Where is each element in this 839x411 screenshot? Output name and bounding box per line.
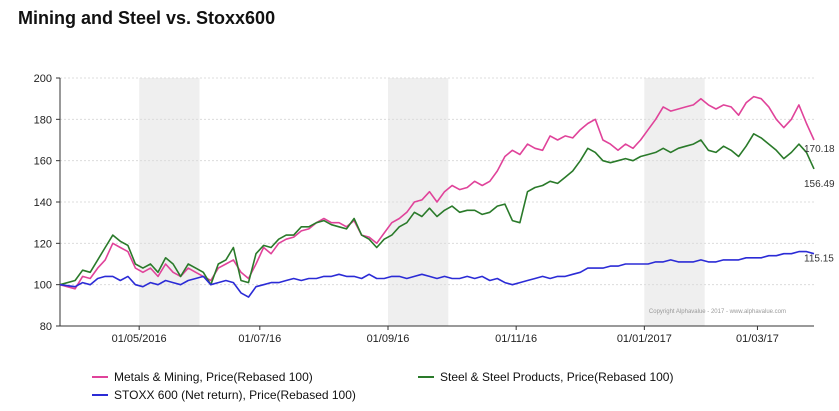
y-tick-label-160: 160 — [34, 156, 52, 168]
series-line-steel-products — [59, 133, 815, 286]
x-tick-label-4: 01/01/2017 — [617, 333, 672, 345]
series-line-stoxx600 — [59, 250, 815, 298]
shaded-band-1 — [387, 78, 449, 326]
end-label-stoxx600: 115.15 — [804, 254, 834, 265]
x-tick-label-2: 01/09/16 — [367, 333, 410, 345]
legend-label-stoxx600: STOXX 600 (Net return), Price(Rebased 10… — [114, 388, 356, 402]
legend: Metals & Mining, Price(Rebased 100) Steel… — [92, 370, 673, 402]
y-tick-label-140: 140 — [34, 197, 52, 209]
y-tick-label-200: 200 — [34, 73, 52, 85]
end-label-steel-products: 156.49 — [804, 179, 835, 190]
legend-label-steel-products: Steel & Steel Products, Price(Rebased 10… — [440, 370, 673, 384]
legend-label-metals-mining: Metals & Mining, Price(Rebased 100) — [114, 370, 313, 384]
x-tick-label-5: 01/03/17 — [736, 333, 779, 345]
x-tick-label-0: 01/05/2016 — [112, 333, 167, 345]
y-tick-label-80: 80 — [40, 321, 52, 333]
shaded-band-2 — [644, 78, 705, 326]
end-label-metals-mining: 170.18 — [804, 144, 835, 155]
y-tick-label-120: 120 — [34, 238, 52, 250]
series-line-metals-mining — [59, 95, 815, 290]
x-tick-label-1: 01/07/16 — [238, 333, 281, 345]
y-tick-label-180: 180 — [34, 114, 52, 126]
x-tick-label-3: 01/11/16 — [495, 333, 537, 345]
y-tick-label-100: 100 — [34, 280, 52, 292]
chart-title: Mining and Steel vs. Stoxx600 — [18, 8, 276, 28]
copyright-text: Copyright Alphavalue - 2017 - www.alphav… — [649, 309, 786, 315]
